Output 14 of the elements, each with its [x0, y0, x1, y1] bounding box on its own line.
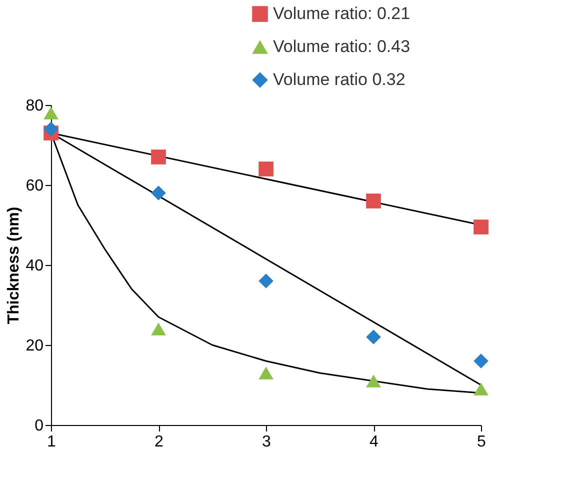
y-tick-label: 0 [34, 418, 44, 434]
x-tick-label: 1 [47, 434, 56, 450]
legend-label: Volume ratio: 0.43 [273, 37, 410, 56]
y-tick-label: 60 [26, 178, 44, 194]
y-tick-label: 20 [26, 338, 44, 354]
legend-label: Volume ratio: 0.21 [273, 4, 410, 23]
legend-label: Volume ratio 0.32 [273, 70, 406, 89]
x-tick-label: 4 [370, 434, 379, 450]
x-tick-label: 5 [477, 434, 486, 450]
y-axis-title: Thickness (nm) [6, 206, 23, 324]
x-tick-label: 3 [262, 434, 272, 450]
x-tick-label: 2 [154, 434, 164, 450]
y-tick-label: 80 [26, 98, 44, 114]
y-tick-label: 40 [26, 258, 44, 274]
